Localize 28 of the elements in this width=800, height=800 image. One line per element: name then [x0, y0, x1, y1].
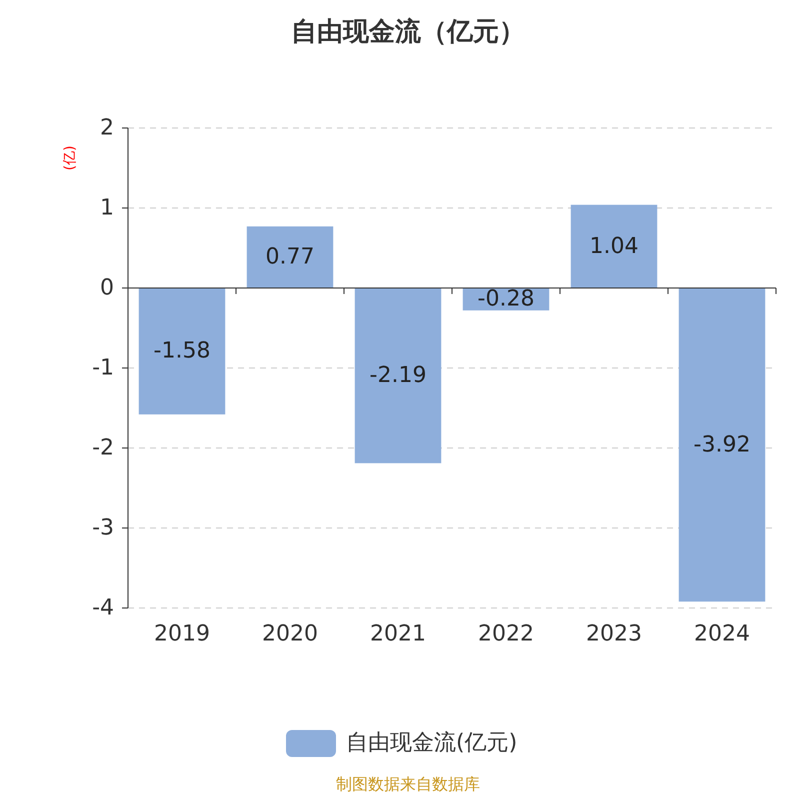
data-label: 0.77 [266, 244, 314, 270]
y-axis-title: (亿) [62, 146, 78, 170]
data-label: -0.28 [478, 286, 534, 312]
y-tick-label: -1 [92, 356, 114, 380]
bar [138, 288, 226, 414]
y-tick-label: 1 [100, 196, 114, 220]
data-label: -1.58 [154, 338, 210, 364]
y-tick-label: 2 [100, 116, 114, 140]
y-tick-label: 0 [100, 276, 114, 300]
y-tick-label: -4 [92, 596, 114, 620]
data-label: 1.04 [590, 234, 638, 259]
x-tick-label: 2022 [478, 622, 534, 646]
data-label: -2.19 [370, 363, 426, 388]
bar [570, 204, 658, 288]
bar [246, 226, 334, 288]
bar [354, 288, 442, 464]
x-tick-label: 2024 [694, 622, 750, 646]
y-tick-label: -3 [92, 516, 114, 540]
x-tick-label: 2023 [586, 622, 642, 646]
data-label: -3.92 [694, 432, 750, 458]
x-tick-label: 2021 [370, 622, 426, 646]
x-tick-label: 2019 [154, 622, 210, 646]
text: 制图数据来自数据库 [336, 774, 480, 794]
bar [678, 288, 766, 602]
legend-label: 自由现金流(亿元) [346, 730, 518, 756]
chart-title: 自由现金流（亿元） [291, 17, 525, 47]
x-tick-label: 2020 [262, 622, 318, 646]
y-tick-label: -2 [92, 436, 114, 460]
